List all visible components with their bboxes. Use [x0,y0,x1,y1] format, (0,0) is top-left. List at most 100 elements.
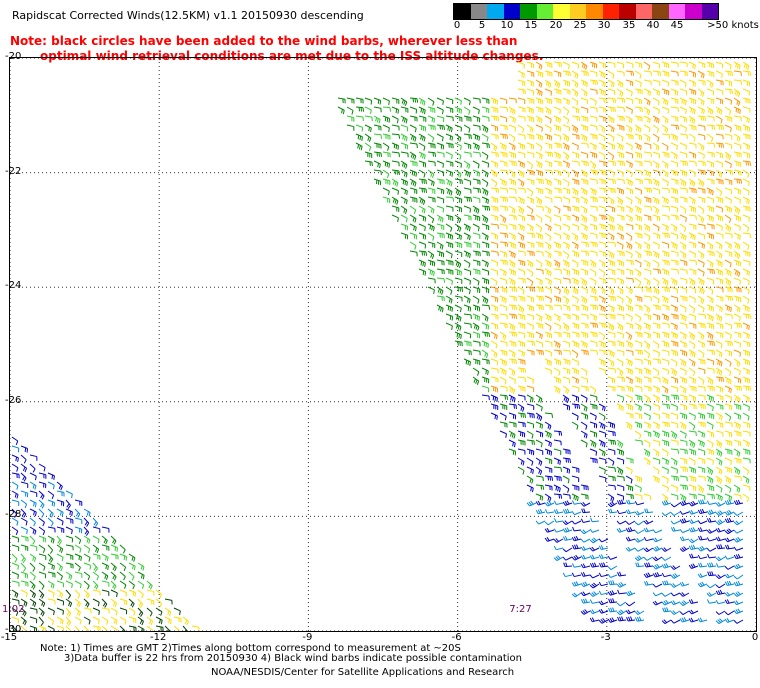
wind-barb [526,61,535,69]
wind-barb [445,214,454,221]
colorbar-label: >50 knots [707,20,759,31]
wind-barb [733,600,744,606]
wind-barb [427,169,435,178]
wind-barb [481,367,489,376]
wind-barb [436,124,445,131]
wind-barb [670,115,679,122]
wind-barb [400,106,409,113]
colorbar-label: 30 [597,20,611,31]
wind-barb [598,268,606,277]
wind-barb [616,466,624,475]
wind-barb [490,331,498,340]
wind-barb [508,439,516,448]
wind-barb [607,304,615,313]
wind-barb [598,608,609,614]
wind-barb [454,124,463,132]
wind-barb [688,142,697,149]
wind-barb [607,259,616,267]
wind-barb [634,178,643,185]
wind-barb [706,250,715,257]
wind-barb [688,500,699,507]
wind-barb [499,421,508,428]
wind-barb [445,151,453,160]
wind-barb [517,232,525,241]
wind-barb [643,340,651,349]
wind-barb [661,241,670,249]
wind-barb [92,580,99,590]
wind-barb [724,591,735,597]
wind-barb [572,544,582,550]
wind-barb [562,475,570,484]
wind-barb [436,250,445,258]
wind-barb [65,580,73,588]
wind-barb [742,133,751,140]
wind-barb [526,322,534,330]
wind-barb [490,169,498,178]
wind-barb [490,223,499,230]
wind-barb [589,97,597,106]
wind-barb [74,562,81,572]
wind-barb [526,241,535,248]
wind-barb [733,286,742,293]
wind-barb [119,580,127,589]
wind-barb [517,412,526,419]
wind-barb [137,607,144,617]
wind-barb [580,115,589,122]
wind-barb [589,241,598,248]
wind-barb [589,546,600,552]
wind-barb [490,313,499,320]
wind-barb [715,475,723,485]
wind-barb [616,376,626,382]
wind-barb [589,574,600,579]
wind-barb [742,376,751,384]
wind-barb [20,571,29,579]
wind-barb [742,205,751,212]
wind-barb [661,115,669,124]
wind-barb [679,142,687,150]
wind-barb [562,259,570,268]
wind-barb [661,151,670,158]
wind-barb [463,169,471,178]
wind-barb [652,430,660,439]
wind-barb [724,499,735,505]
wind-barb [589,457,598,464]
wind-barb [164,625,171,631]
wind-barb [733,394,741,403]
wind-barb [616,367,624,376]
wind-barb [715,250,723,259]
wind-barb [562,250,570,259]
wind-barb [688,250,696,258]
wind-barb [155,625,164,631]
wind-barb [733,196,741,204]
wind-barb [562,556,573,561]
wind-barb [526,223,534,232]
wind-barb [634,205,642,214]
wind-barb [562,205,571,212]
wind-barb [571,196,580,203]
wind-barb [652,259,660,268]
wind-barb [472,115,481,123]
wind-barb [652,340,660,349]
wind-barb [742,457,751,464]
wind-barb [535,448,544,455]
wind-barb [490,241,499,249]
wind-barb [553,79,561,88]
wind-barb [373,151,382,158]
wind-barb [643,196,652,203]
wind-barb [544,169,554,175]
wind-barb [436,295,445,302]
wind-barb [688,169,696,177]
wind-barb [679,232,687,241]
wind-barb [472,124,481,131]
wind-barb [643,160,652,167]
wind-barb [643,331,651,339]
wind-barb [571,142,579,150]
wind-barb [427,286,435,294]
wind-barb [517,169,525,178]
wind-barb [697,124,706,131]
wind-barb [571,259,579,268]
wind-barb [607,295,616,302]
wind-barb [652,268,662,274]
wind-barb [643,223,651,232]
wind-barb [715,493,723,502]
